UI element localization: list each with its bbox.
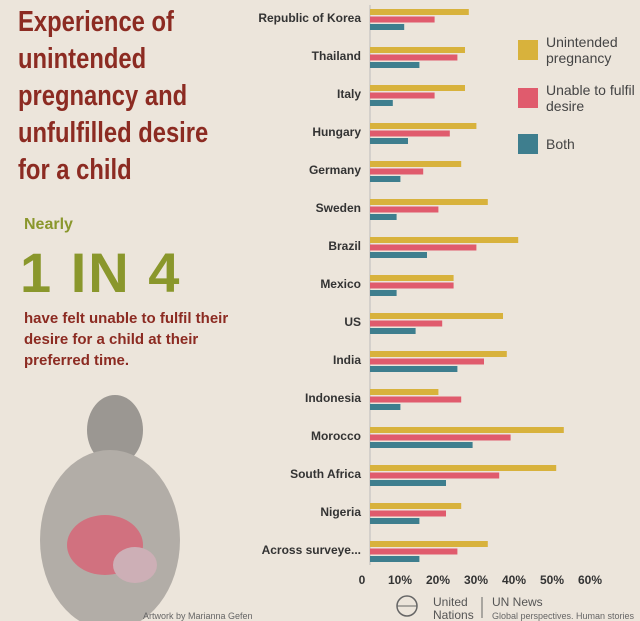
logo-name: Nations bbox=[433, 608, 474, 621]
brand: UN News bbox=[492, 595, 543, 609]
bar bbox=[370, 62, 420, 68]
y-tick-label: Brazil bbox=[328, 239, 361, 253]
y-tick-label: Republic of Korea bbox=[258, 11, 361, 25]
bar bbox=[370, 138, 408, 144]
x-tick-label: 0 bbox=[359, 573, 366, 587]
y-tick-label: Italy bbox=[337, 87, 361, 101]
title-line: pregnancy and bbox=[18, 80, 188, 112]
title-line: Experience of bbox=[18, 6, 174, 38]
bar bbox=[370, 16, 435, 23]
y-tick-label: Nigeria bbox=[320, 505, 361, 519]
x-tick-label: 20% bbox=[426, 573, 450, 587]
y-tick-label: India bbox=[333, 353, 361, 367]
legend-swatch bbox=[518, 88, 538, 108]
bar bbox=[370, 396, 462, 403]
illustration bbox=[40, 395, 180, 621]
bar bbox=[370, 214, 397, 220]
bar bbox=[370, 237, 519, 243]
body-text: have felt unable to fulfil their desire … bbox=[24, 310, 229, 369]
bar bbox=[370, 434, 511, 441]
bar bbox=[370, 510, 446, 517]
bar bbox=[370, 290, 397, 296]
legend-swatch bbox=[518, 40, 538, 60]
y-tick-label: South Africa bbox=[290, 467, 361, 481]
legend-label: Unable to fulfil desire bbox=[546, 82, 635, 114]
bar bbox=[370, 206, 439, 213]
bar bbox=[370, 442, 473, 448]
un-logo bbox=[396, 595, 483, 618]
bar bbox=[370, 358, 484, 365]
bar bbox=[370, 85, 465, 91]
bar bbox=[370, 176, 401, 182]
bar bbox=[370, 518, 420, 524]
x-tick-label: 30% bbox=[464, 573, 488, 587]
bar bbox=[370, 47, 465, 53]
bar bbox=[370, 282, 454, 289]
credit: Artwork by Marianna Gefen bbox=[143, 611, 253, 621]
y-tick-label: Mexico bbox=[320, 277, 361, 291]
bar bbox=[370, 389, 439, 395]
bar bbox=[370, 480, 446, 486]
bar bbox=[370, 123, 477, 129]
bar bbox=[370, 427, 564, 433]
bar bbox=[370, 24, 405, 30]
bar bbox=[370, 168, 424, 175]
bar bbox=[370, 320, 443, 327]
figure-child-head bbox=[113, 547, 157, 583]
y-tick-label: Indonesia bbox=[305, 391, 361, 405]
legend-label: Both bbox=[546, 136, 575, 152]
bar bbox=[370, 130, 450, 137]
legend-swatch bbox=[518, 134, 538, 154]
bar bbox=[370, 465, 557, 471]
bar bbox=[370, 548, 458, 555]
bar bbox=[370, 54, 458, 61]
bar bbox=[370, 328, 416, 334]
title-line: unintended bbox=[18, 43, 147, 75]
y-tick-label: Across surveye... bbox=[262, 543, 361, 557]
bar bbox=[370, 366, 458, 372]
bar bbox=[370, 404, 401, 410]
y-tick-label: US bbox=[344, 315, 361, 329]
x-tick-label: 40% bbox=[502, 573, 526, 587]
bar bbox=[370, 275, 454, 281]
y-tick-label: Thailand bbox=[312, 49, 361, 63]
bar bbox=[370, 161, 462, 167]
bar bbox=[370, 351, 507, 357]
bar bbox=[370, 92, 435, 99]
bar bbox=[370, 541, 488, 547]
x-tick-label: 10% bbox=[388, 573, 412, 587]
bar bbox=[370, 100, 393, 106]
bar bbox=[370, 9, 469, 15]
bar bbox=[370, 503, 462, 509]
y-tick-label: Morocco bbox=[311, 429, 361, 443]
tagline: Global perspectives. Human stories bbox=[492, 611, 635, 621]
logo-name: United bbox=[433, 595, 468, 609]
title-line: for a child bbox=[18, 154, 132, 186]
headline: 1 IN 4 bbox=[20, 241, 182, 304]
title-line: unfulfilled desire bbox=[18, 117, 209, 149]
figure-head bbox=[87, 395, 143, 465]
bar bbox=[370, 199, 488, 205]
x-tick-label: 50% bbox=[540, 573, 564, 587]
title: Experience of unintended pregnancy and unfu… bbox=[18, 4, 215, 189]
y-tick-label: Hungary bbox=[312, 125, 361, 139]
x-tick-label: 60% bbox=[578, 573, 602, 587]
bar bbox=[370, 244, 477, 251]
bar bbox=[370, 556, 420, 562]
lead: Nearly bbox=[24, 216, 73, 233]
legend-label: Unintended pregnancy bbox=[546, 34, 618, 66]
bar bbox=[370, 252, 427, 258]
y-tick-label: Germany bbox=[309, 163, 361, 177]
bar bbox=[370, 472, 500, 479]
bar bbox=[370, 313, 503, 319]
y-tick-label: Sweden bbox=[316, 201, 361, 215]
